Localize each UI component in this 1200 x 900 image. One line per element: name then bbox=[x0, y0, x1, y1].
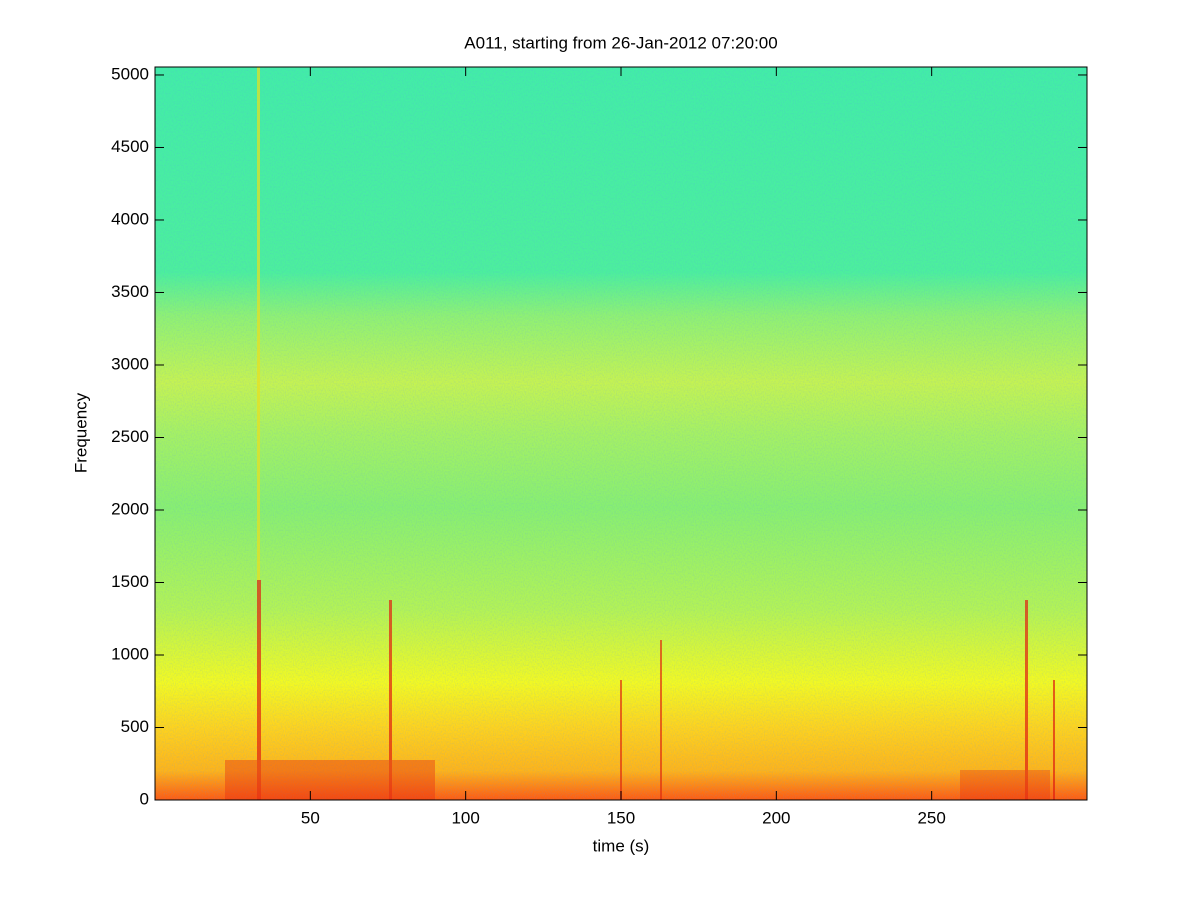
x-tick-label: 200 bbox=[762, 808, 790, 827]
y-tick-label: 2000 bbox=[111, 499, 149, 518]
x-tick-label: 150 bbox=[607, 808, 635, 827]
x-tick-label: 250 bbox=[917, 808, 945, 827]
x-tick-label: 50 bbox=[301, 808, 320, 827]
y-tick-label: 5000 bbox=[111, 64, 149, 83]
spectrogram-texture bbox=[155, 67, 1087, 800]
chart-title: A011, starting from 26-Jan-2012 07:20:00 bbox=[464, 33, 777, 52]
y-axis-label: Frequency bbox=[71, 392, 90, 473]
x-tick-label: 100 bbox=[451, 808, 479, 827]
y-tick-label: 3500 bbox=[111, 282, 149, 301]
spectrogram-streaks bbox=[225, 67, 1055, 800]
y-tick-label: 0 bbox=[140, 789, 149, 808]
y-tick-label: 4500 bbox=[111, 137, 149, 156]
y-tick-label: 2500 bbox=[111, 427, 149, 446]
y-tick-label: 500 bbox=[121, 717, 149, 736]
x-axis-label: time (s) bbox=[593, 836, 650, 855]
y-tick-label: 3000 bbox=[111, 354, 149, 373]
y-tick-label: 4000 bbox=[111, 209, 149, 228]
y-tick-label: 1000 bbox=[111, 644, 149, 663]
spectrogram-image bbox=[155, 67, 1087, 800]
y-tick-label: 1500 bbox=[111, 572, 149, 591]
